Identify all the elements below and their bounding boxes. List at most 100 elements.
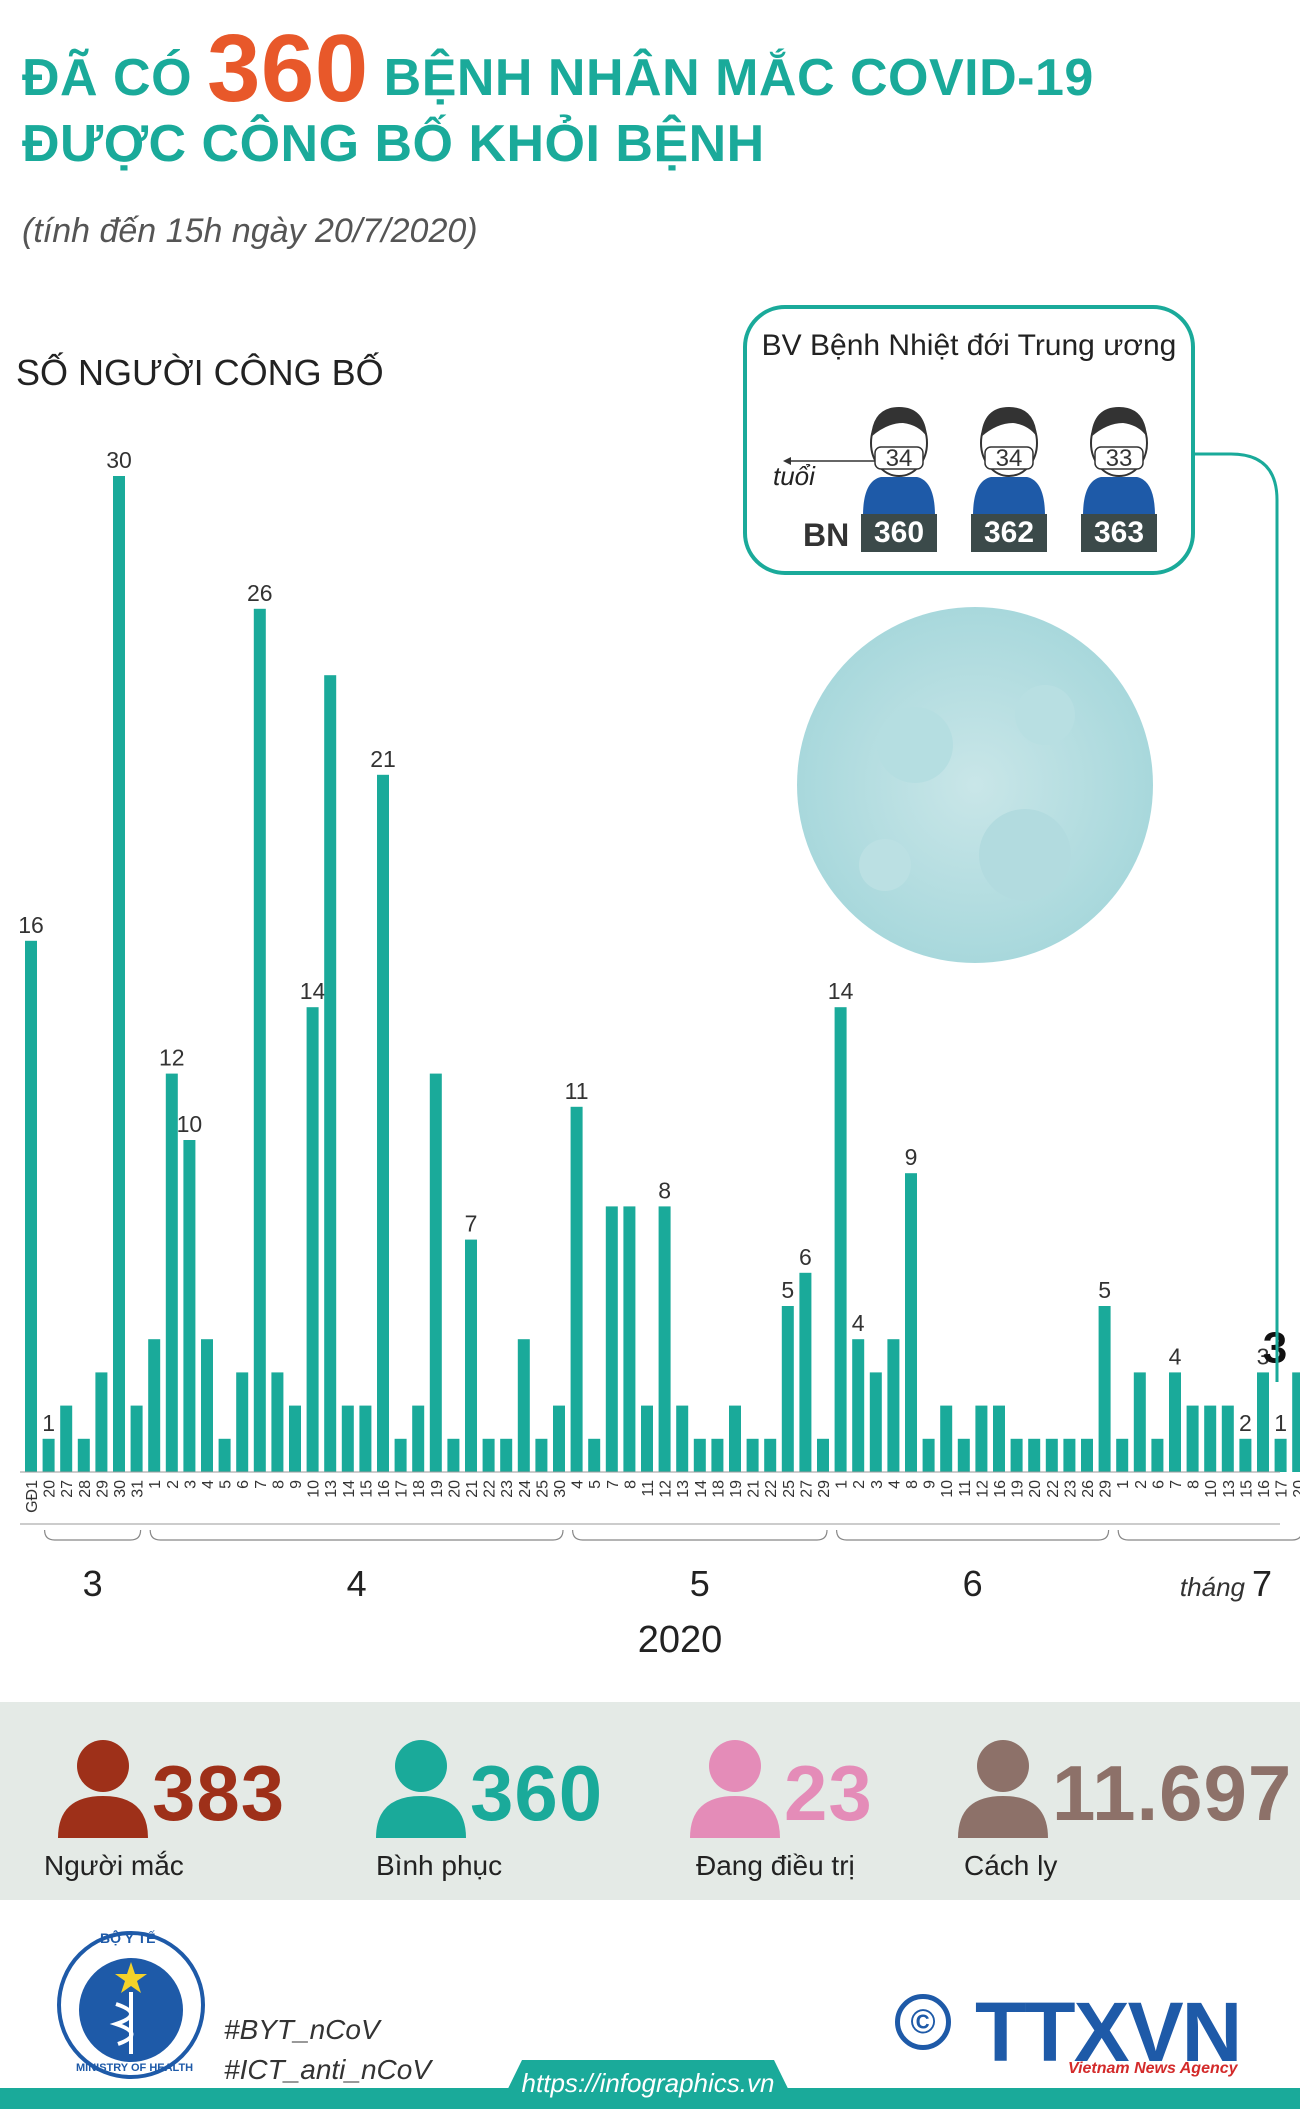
stat-label: Cách ly [964,1850,1058,1881]
x-tick-label: 8 [622,1480,639,1489]
bar [412,1405,425,1472]
bar [130,1405,143,1472]
bar [922,1438,935,1472]
title-suffix: BỆNH NHÂN MẮC COVID-19 [383,49,1094,107]
x-tick-label: 27 [59,1480,76,1498]
bar [341,1405,354,1472]
bar [218,1438,231,1472]
bar [77,1438,90,1472]
bar [834,1007,847,1472]
bar [201,1339,213,1472]
x-tick-label: 4 [200,1480,217,1489]
data-label: 14 [828,978,854,1004]
bar [711,1438,724,1472]
x-tick-label: 13 [675,1480,692,1498]
bar [1221,1405,1234,1472]
x-tick-label: 18 [710,1480,727,1498]
x-tick-label: 20 [42,1480,59,1498]
month-label: 3 [83,1563,103,1604]
bar [1292,1372,1300,1472]
agency-logo: TTXVN [975,1985,1242,2079]
data-label: 16 [18,912,44,938]
bar [641,1405,653,1472]
x-tick-label: 7 [605,1480,622,1489]
x-tick-label: 7 [1168,1480,1185,1489]
patient-age: 34 [995,445,1023,472]
x-tick-label: 1 [1115,1480,1132,1489]
x-tick-label: 9 [288,1480,305,1489]
x-tick-label: 16 [992,1480,1009,1498]
x-tick-label: 13 [323,1480,340,1498]
data-label: 6 [799,1244,812,1270]
bar [482,1438,495,1472]
data-label: 5 [781,1277,794,1303]
x-tick-label: 30 [552,1480,569,1498]
bar [1274,1438,1287,1472]
x-tick-label: 25 [534,1480,551,1498]
x-tick-label: 8 [1186,1480,1203,1489]
person-icon [376,1740,466,1838]
page-subtitle: (tính đến 15h ngày 20/7/2020) [22,212,478,250]
x-tick-label: 6 [235,1480,252,1489]
x-tick-label: 22 [1045,1480,1062,1498]
x-tick-label: 2 [1133,1480,1150,1489]
stats-bar: 383 Người mắc 360 Bình phục 23 Đang điều… [0,1702,1300,1900]
data-label: 1 [42,1410,55,1436]
bar [535,1438,548,1472]
x-tick-label: 21 [746,1480,763,1498]
title-line-2: ĐƯỢC CÔNG BỐ KHỎI BỆNH [22,115,765,173]
x-tick-label: 31 [130,1480,147,1498]
patient-card: 33 363 [1079,401,1159,552]
bar [306,1007,319,1472]
bar [940,1405,953,1472]
x-tick-label: 1 [147,1480,164,1489]
bar [465,1239,477,1472]
bar [359,1405,372,1472]
bar [1169,1372,1181,1472]
x-tick-label: 10 [939,1480,956,1498]
title-prefix: ĐÃ CÓ [22,49,193,107]
bar [1257,1372,1269,1472]
chart-y-label: SỐ NGƯỜI CÔNG BỐ [16,352,384,393]
bar [588,1438,601,1472]
bar [570,1106,583,1472]
month-bracket [572,1529,828,1541]
x-tick-label: 29 [94,1480,111,1498]
patient-icon [863,407,935,516]
x-tick-label: 21 [464,1480,481,1498]
x-tick-label: 18 [411,1480,428,1498]
x-tick-label: 22 [763,1480,780,1498]
month-label: 7 [1252,1563,1272,1604]
x-tick-label: 11 [957,1480,974,1497]
x-tick-label: 30 [112,1480,129,1498]
stat-value: 23 [784,1749,873,1837]
x-tick-label: 19 [1010,1480,1027,1498]
stat-value: 360 [470,1749,604,1837]
hashtags: #BYT_nCoV #ICT_anti_nCoV [224,2010,431,2090]
x-tick-label: 5 [218,1480,235,1489]
bar [429,1073,442,1472]
patient-icon [973,407,1045,516]
data-label: 30 [106,447,132,473]
url-tab [498,2060,798,2109]
x-tick-label: 9 [922,1480,939,1489]
stat-value: 11.697 [1052,1749,1293,1837]
x-tick-label: 25 [781,1480,798,1498]
data-label: 5 [1098,1277,1111,1303]
bar [148,1339,161,1472]
x-tick-label: 14 [341,1480,358,1498]
bar [693,1438,706,1472]
title-line-1: ĐÃ CÓ 360 BỆNH NHÂN MẮC COVID-19 [22,21,1094,117]
x-tick-label: 24 [517,1480,534,1498]
bar [799,1272,812,1472]
stat-value: 383 [152,1749,286,1837]
x-tick-label: 4 [570,1480,587,1489]
site-url[interactable]: https://infographics.vn [521,2068,775,2098]
bar [781,1306,794,1472]
bar [1133,1372,1146,1472]
stat-label: Người mắc [44,1850,184,1881]
x-tick-label: 26 [1080,1480,1097,1498]
bar [658,1206,671,1472]
x-tick-label: 14 [693,1480,710,1498]
patient-id: 363 [1081,514,1157,552]
